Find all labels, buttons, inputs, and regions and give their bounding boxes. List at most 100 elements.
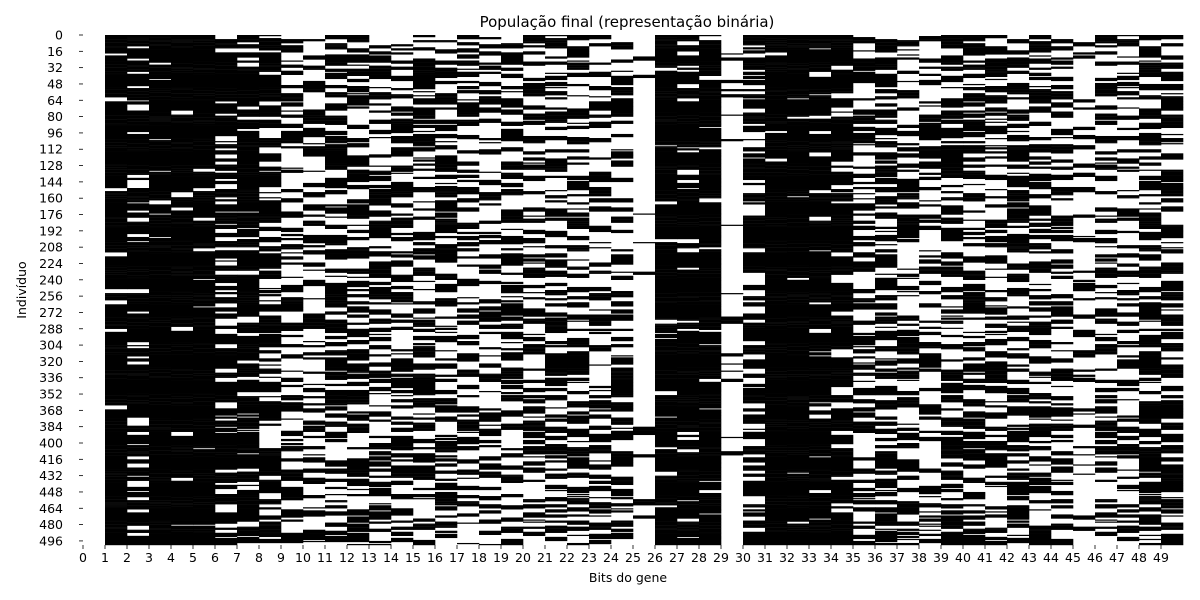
heatmap-cell (457, 90, 480, 94)
heatmap-cell (259, 157, 282, 161)
heatmap-cell (237, 97, 260, 102)
heatmap-cell (127, 513, 150, 515)
heatmap-cell (743, 60, 766, 64)
heatmap-cell (787, 389, 810, 393)
heatmap-cell (303, 262, 326, 267)
heatmap-cell (919, 405, 942, 409)
heatmap-cell (435, 478, 458, 481)
heatmap-cell (215, 73, 238, 76)
heatmap-cell (919, 200, 942, 202)
heatmap-cell (611, 408, 634, 412)
heatmap-cell (699, 401, 722, 404)
heatmap-cell (699, 478, 722, 481)
heatmap-cell (743, 296, 766, 298)
heatmap-cell (193, 536, 216, 540)
heatmap-cell (523, 467, 546, 469)
heatmap-cell (589, 317, 612, 322)
heatmap-cell (699, 106, 722, 108)
heatmap-cell (677, 292, 700, 297)
heatmap-cell (809, 52, 832, 54)
heatmap-cell (787, 402, 810, 406)
heatmap-cell (831, 322, 854, 324)
heatmap-cell (149, 334, 172, 340)
heatmap-cell (897, 202, 920, 207)
heatmap-cell (369, 419, 392, 422)
heatmap-cell (193, 432, 216, 438)
heatmap-cell (655, 133, 678, 136)
heatmap-cell (149, 74, 172, 80)
heatmap-cell (765, 531, 788, 535)
heatmap-cell (897, 214, 920, 218)
heatmap-cell (787, 338, 810, 344)
heatmap-cell (457, 256, 480, 259)
heatmap-cell (743, 89, 766, 92)
heatmap-cell (413, 465, 436, 470)
heatmap-cell (787, 321, 810, 323)
heatmap-cell (787, 304, 810, 306)
heatmap-cell (501, 111, 524, 113)
heatmap-cell (325, 130, 348, 133)
heatmap-cell (303, 425, 326, 429)
heatmap-cell (831, 74, 854, 80)
heatmap-cell (281, 377, 304, 381)
heatmap-cell (875, 39, 898, 43)
heatmap-cell (149, 194, 172, 199)
heatmap-cell (765, 77, 788, 82)
heatmap-cell (325, 390, 348, 396)
heatmap-cell (457, 488, 480, 491)
heatmap-cell (171, 218, 194, 223)
heatmap-cell (567, 175, 590, 180)
heatmap-cell (699, 181, 722, 184)
heatmap-cell (655, 66, 678, 68)
heatmap-cell (215, 478, 238, 483)
heatmap-cell (259, 471, 282, 476)
heatmap-cell (919, 387, 942, 391)
heatmap-cell (743, 156, 766, 158)
heatmap-cell (589, 345, 612, 348)
heatmap-cell (325, 522, 348, 527)
heatmap-cell (413, 524, 436, 527)
heatmap-cell (457, 121, 480, 126)
heatmap-cell (589, 400, 612, 405)
heatmap-cell (765, 140, 788, 143)
heatmap-cell (787, 294, 810, 296)
heatmap-cell (963, 343, 986, 347)
heatmap-cell (655, 198, 678, 202)
heatmap-cell (963, 43, 986, 48)
heatmap-cell (127, 97, 150, 101)
heatmap-cell (347, 367, 370, 372)
heatmap-cell (787, 350, 810, 355)
heatmap-cell (655, 146, 678, 148)
heatmap-cell (413, 66, 436, 71)
heatmap-cell (391, 296, 414, 300)
heatmap-cell (589, 409, 612, 412)
heatmap-cell (193, 414, 216, 416)
heatmap-cell (787, 101, 810, 106)
heatmap-cell (545, 149, 568, 152)
heatmap-cell (127, 73, 150, 76)
heatmap-cell (303, 220, 326, 224)
heatmap-cell (677, 511, 700, 515)
heatmap-cell (149, 450, 172, 455)
heatmap-cell (457, 57, 480, 59)
heatmap-cell (435, 141, 458, 143)
heatmap-cell (523, 84, 546, 90)
heatmap-cell (765, 452, 788, 457)
heatmap-cell (831, 285, 854, 290)
heatmap-cell (435, 416, 458, 421)
heatmap-cell (589, 316, 612, 318)
heatmap-cell (105, 123, 128, 125)
heatmap-cell (699, 514, 722, 519)
heatmap-cell (545, 35, 568, 37)
heatmap-cell (435, 192, 458, 195)
heatmap-cell (215, 390, 238, 396)
heatmap-cell (259, 333, 282, 337)
heatmap-cell (743, 203, 766, 205)
heatmap-cell (831, 528, 854, 531)
heatmap-cell (149, 467, 172, 470)
heatmap-cell (369, 487, 392, 493)
heatmap-cell (545, 444, 568, 447)
heatmap-cell (765, 185, 788, 190)
heatmap-cell (787, 185, 810, 188)
heatmap-cell (105, 514, 128, 519)
